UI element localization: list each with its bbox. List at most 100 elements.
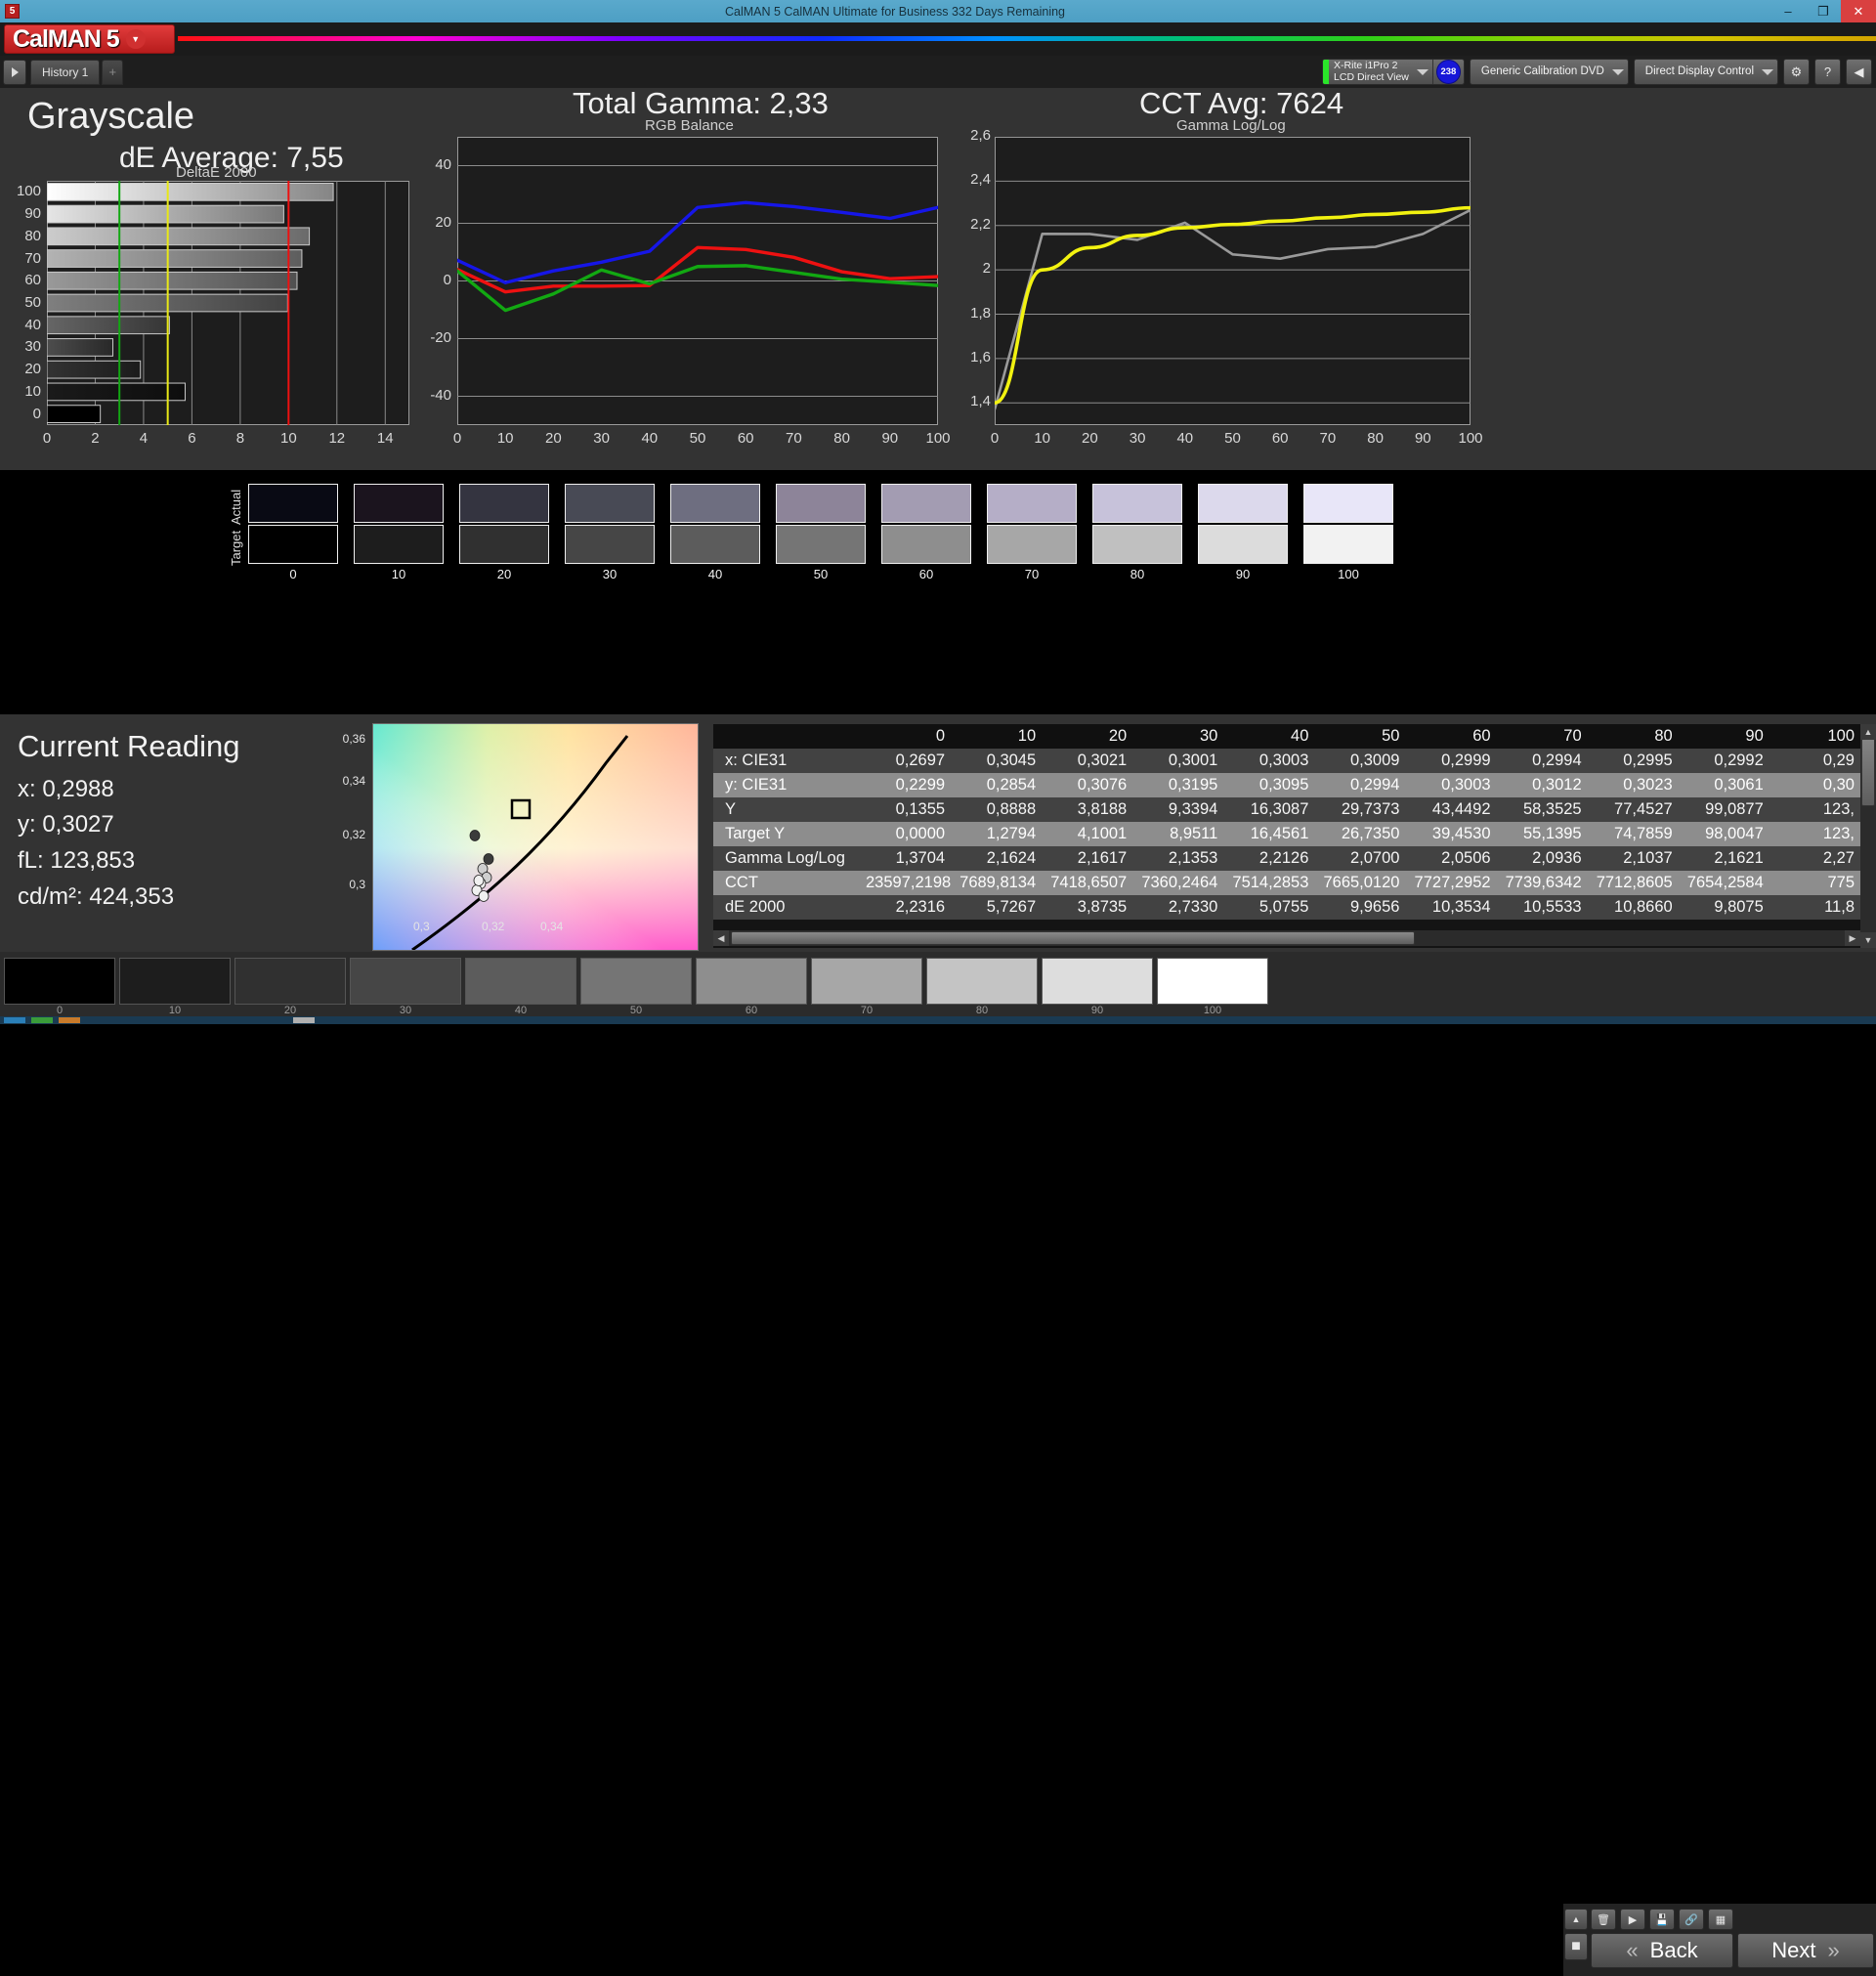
grid-button[interactable]: ▦: [1708, 1909, 1733, 1930]
cie-x-tick: 0,34: [540, 920, 564, 933]
source-selector[interactable]: Generic Calibration DVD: [1469, 59, 1629, 85]
scroll-down-arrow[interactable]: ▼: [1860, 932, 1876, 948]
patch-level-label: 50: [813, 567, 829, 581]
patch-target[interactable]: [776, 525, 866, 564]
axis-tick: 40: [24, 316, 41, 333]
table-cell: 0,2999: [1405, 749, 1497, 773]
swatch-button[interactable]: [465, 958, 576, 1005]
patch-target[interactable]: [1092, 525, 1182, 564]
patch-actual[interactable]: [459, 484, 549, 523]
table-cell: 0,3076: [1042, 773, 1133, 797]
meter-selector[interactable]: X-Rite i1Pro 2 LCD Direct View 238: [1322, 59, 1465, 85]
patch-level-label: 30: [602, 567, 618, 581]
cie-chromaticity-chart[interactable]: [372, 723, 699, 952]
measure-button[interactable]: ▲: [1564, 1909, 1588, 1930]
axis-tick: 50: [1224, 430, 1241, 447]
tab-history-1[interactable]: History 1: [30, 59, 101, 85]
calman-menu-button[interactable]: CalMAN 5 ▼: [4, 24, 175, 54]
add-tab-button[interactable]: +: [102, 59, 124, 85]
axis-tick: 0: [443, 271, 451, 288]
patch-target[interactable]: [1198, 525, 1288, 564]
source-label: Generic Calibration DVD: [1480, 64, 1604, 77]
scroll-left-arrow[interactable]: ◀: [713, 930, 729, 946]
table-row-label: Y: [713, 797, 860, 822]
patch-actual[interactable]: [248, 484, 338, 523]
swatch-button[interactable]: [1042, 958, 1153, 1005]
collapse-button[interactable]: ◀: [1846, 59, 1872, 85]
swatch-button[interactable]: [4, 958, 115, 1005]
patch-actual[interactable]: [565, 484, 655, 523]
chevron-down-icon[interactable]: [1413, 60, 1432, 84]
table-column-header: 10: [951, 724, 1043, 749]
meter-labels: X-Rite i1Pro 2 LCD Direct View: [1329, 60, 1413, 84]
axis-tick: 90: [881, 430, 899, 447]
history-prev-button[interactable]: [3, 59, 26, 85]
next-button[interactable]: Next »: [1737, 1933, 1874, 1968]
taskbar-item[interactable]: [293, 1017, 315, 1023]
meter-reading-badge: 238: [1435, 60, 1461, 84]
patch-actual[interactable]: [1092, 484, 1182, 523]
link-button[interactable]: 🔗: [1679, 1909, 1704, 1930]
settings-button[interactable]: ⚙: [1783, 59, 1810, 85]
save-button[interactable]: 💾: [1649, 1909, 1675, 1930]
charts-panel: Grayscale dE Average: 7,55 Total Gamma: …: [0, 86, 1876, 470]
patch-target[interactable]: [670, 525, 760, 564]
table-cell: 123,: [1769, 822, 1860, 846]
patch-level-label: 40: [707, 567, 723, 581]
patch-target[interactable]: [354, 525, 444, 564]
close-button[interactable]: ✕: [1841, 0, 1876, 22]
taskbar-item[interactable]: [31, 1017, 53, 1023]
chevron-down-icon[interactable]: [1608, 68, 1628, 75]
table-row-label: CCT: [713, 871, 860, 895]
chevron-right-double-icon: »: [1827, 1938, 1840, 1962]
trash-button[interactable]: 🗑: [1591, 1909, 1616, 1930]
play-button[interactable]: ▶: [1620, 1909, 1645, 1930]
patch-target[interactable]: [987, 525, 1077, 564]
patch-actual[interactable]: [987, 484, 1077, 523]
patch-actual[interactable]: [1198, 484, 1288, 523]
minimize-button[interactable]: –: [1784, 4, 1792, 19]
chevron-down-icon[interactable]: [1758, 68, 1777, 75]
swatch-level-label: 90: [1090, 1005, 1104, 1016]
patch-level-label: 100: [1338, 567, 1359, 581]
patch-actual[interactable]: [776, 484, 866, 523]
help-button[interactable]: ?: [1814, 59, 1841, 85]
display-selector[interactable]: Direct Display Control: [1633, 59, 1778, 85]
table-vertical-thumb[interactable]: [1861, 728, 1875, 806]
total-gamma-label: Total Gamma: 2,33: [573, 86, 829, 120]
patch-level-label: 80: [1130, 567, 1145, 581]
patch-target[interactable]: [459, 525, 549, 564]
taskbar-item[interactable]: [4, 1017, 25, 1023]
scroll-up-arrow[interactable]: ▲: [1860, 724, 1876, 740]
swatch-button[interactable]: [350, 958, 461, 1005]
patch-actual[interactable]: [881, 484, 971, 523]
patch-target[interactable]: [1303, 525, 1393, 564]
maximize-button[interactable]: ❐: [1817, 3, 1829, 19]
patch-actual[interactable]: [670, 484, 760, 523]
patch-target[interactable]: [248, 525, 338, 564]
table-cell: 43,4492: [1405, 797, 1497, 822]
swatch-button[interactable]: [234, 958, 346, 1005]
table-cell: 775: [1769, 871, 1860, 895]
patch-actual[interactable]: [354, 484, 444, 523]
swatch-button[interactable]: [119, 958, 231, 1005]
scroll-right-arrow[interactable]: ▶: [1845, 930, 1860, 946]
table-cell: 7654,2584: [1678, 871, 1769, 895]
axis-tick: 50: [24, 294, 41, 311]
patch-target[interactable]: [565, 525, 655, 564]
swatch-button[interactable]: [926, 958, 1038, 1005]
stop-button[interactable]: ■: [1564, 1933, 1588, 1960]
measurement-table-wrapper[interactable]: 0 10 20 30 40 50 60 70 80 90 100 x: CIE31 0,2697 0,3…: [713, 724, 1876, 948]
swatch-button[interactable]: [696, 958, 807, 1005]
patch-actual[interactable]: [1303, 484, 1393, 523]
swatch-level-label: 100: [1203, 1005, 1222, 1016]
back-button[interactable]: « Back: [1591, 1933, 1733, 1968]
patch-target[interactable]: [881, 525, 971, 564]
axis-tick: 30: [24, 338, 41, 356]
play-icon: [11, 66, 19, 77]
taskbar-item[interactable]: [59, 1017, 80, 1023]
swatch-button[interactable]: [580, 958, 692, 1005]
table-horizontal-thumb[interactable]: [731, 931, 1415, 945]
swatch-button[interactable]: [1157, 958, 1268, 1005]
swatch-button[interactable]: [811, 958, 922, 1005]
